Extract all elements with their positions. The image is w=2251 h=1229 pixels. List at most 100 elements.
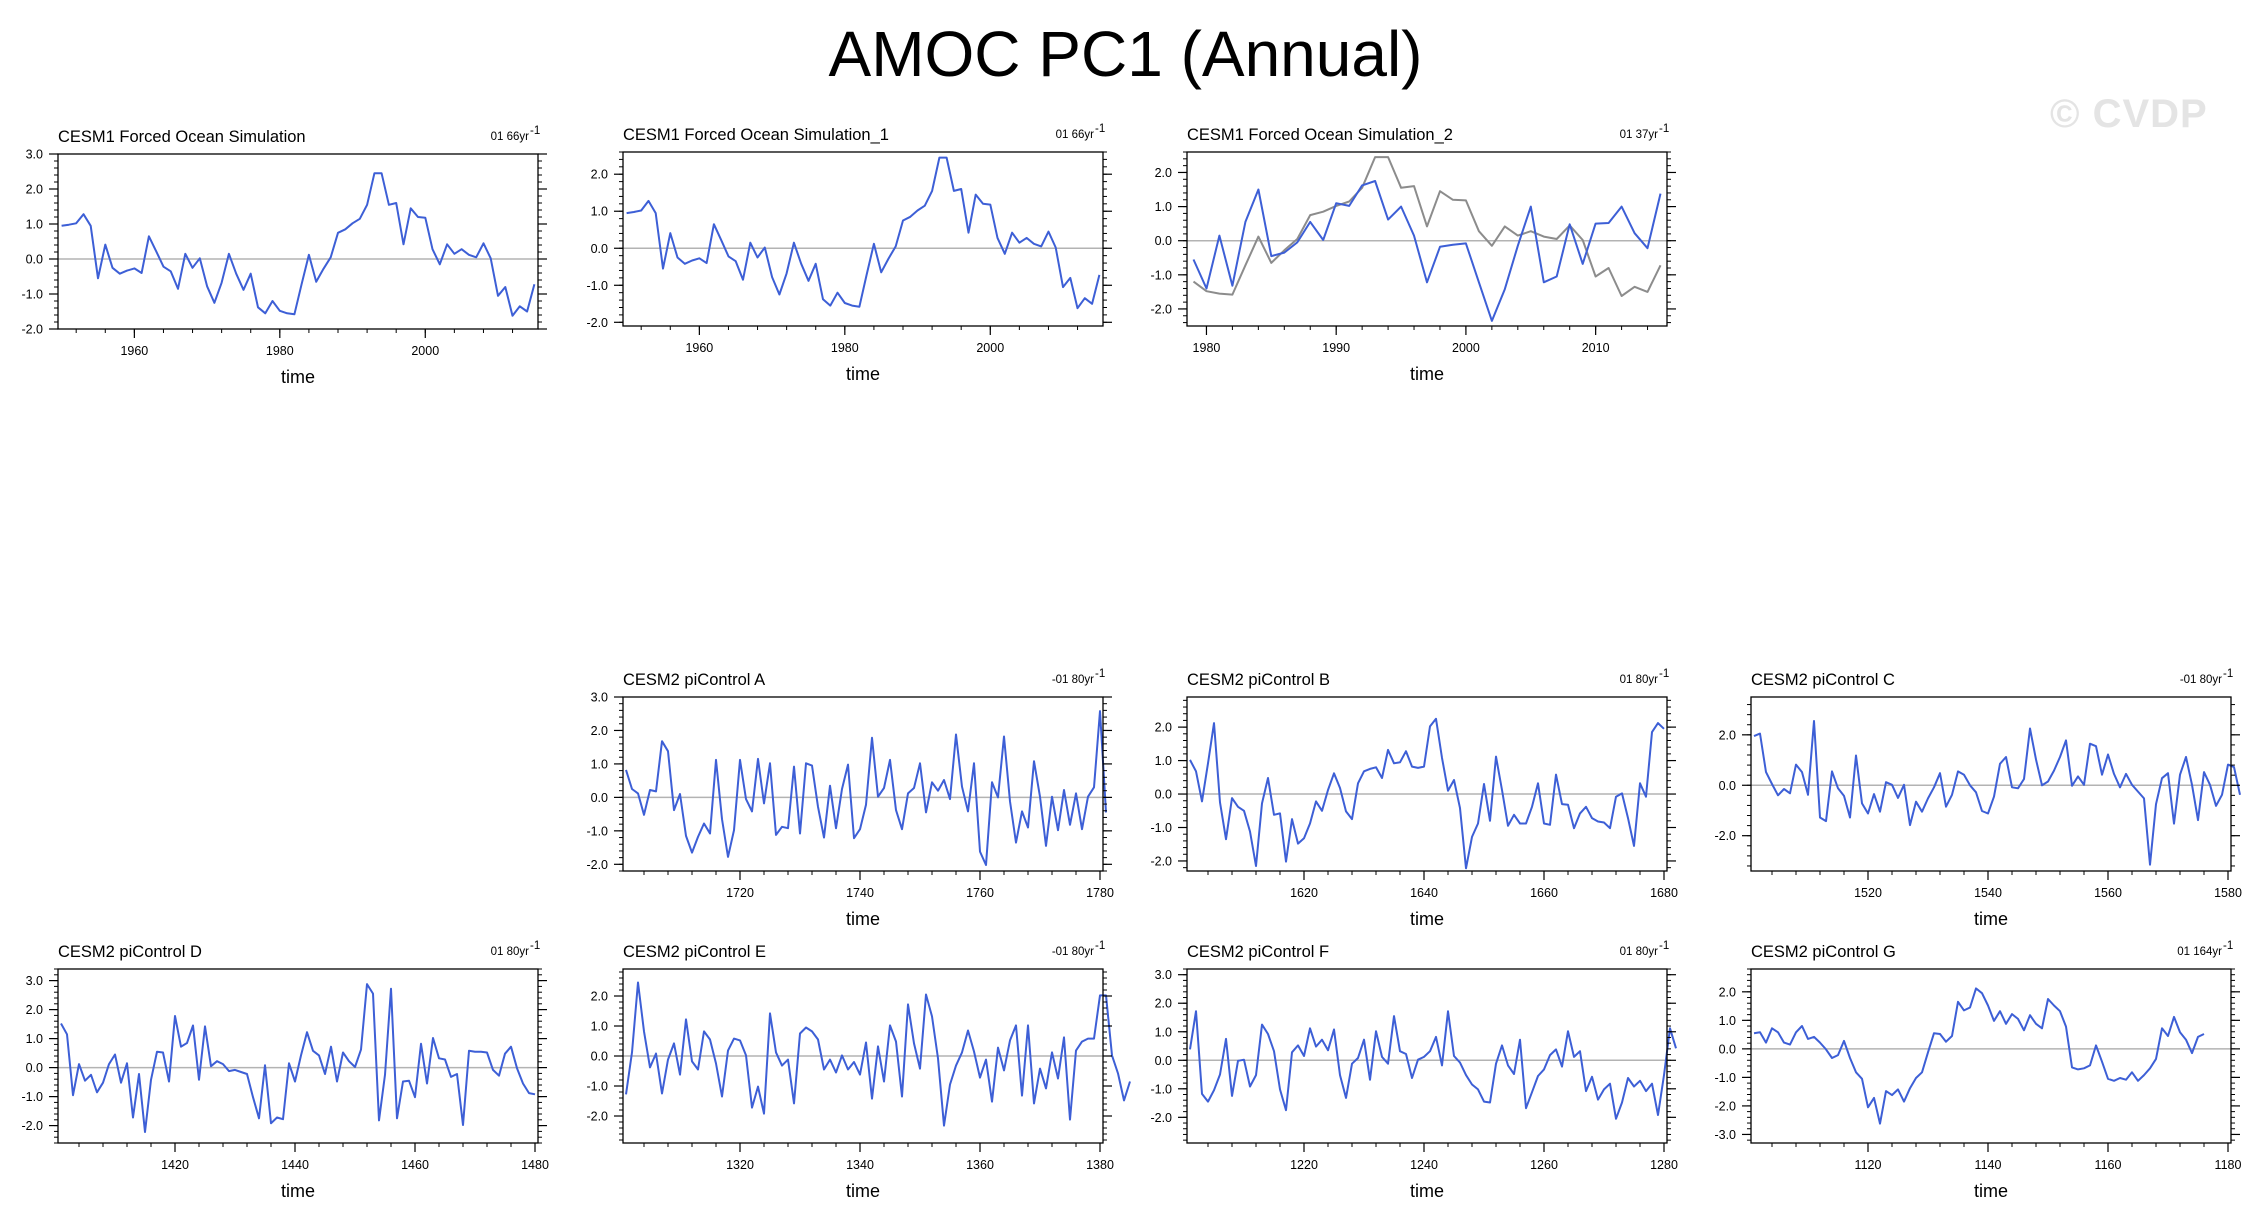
- x-tick-label: 1990: [1322, 341, 1350, 355]
- plot-frame: [1186, 151, 1668, 327]
- panel-title: CESM2 piControl F: [1187, 943, 1329, 961]
- x-tick-label: 1760: [966, 886, 994, 900]
- pc1-series-line: [625, 710, 1107, 866]
- pc1-series-line: [1753, 720, 2241, 866]
- y-tick-label: 0.0: [26, 253, 43, 267]
- panel-10: CESM2 piControl G 01 164yr -1 -3.0 -2.0 -1.0 0…: [1714, 940, 2241, 1201]
- panel-info-exponent: -1: [530, 940, 540, 952]
- panel-info-exponent: -1: [1659, 940, 1669, 952]
- y-tick-label: 0.0: [1155, 788, 1172, 802]
- y-tick-label: 2.0: [1719, 985, 1736, 999]
- x-tick-label: 1780: [1086, 886, 1114, 900]
- panel-info: -01 80yr: [1052, 946, 1094, 958]
- x-tick-label: 1140: [1975, 1158, 2002, 1172]
- y-tick-label: 2.0: [26, 183, 43, 197]
- y-tick-label: 0.0: [591, 242, 608, 256]
- y-tick-label: -2.0: [21, 323, 43, 337]
- y-tick-label: -2.0: [586, 316, 608, 330]
- y-tick-label: -2.0: [1150, 1111, 1172, 1125]
- y-tick-label: 3.0: [26, 974, 43, 988]
- x-tick-label: 1320: [726, 1158, 754, 1172]
- y-tick-label: -2.0: [1150, 854, 1172, 868]
- y-tick-label: 0.0: [1155, 234, 1172, 248]
- y-tick-label: 1.0: [1155, 754, 1172, 768]
- pc1-series-line: [60, 983, 536, 1133]
- y-tick-label: -2.0: [1150, 302, 1172, 316]
- plot-frame: [1750, 696, 2232, 872]
- panel-info: 01 37yr: [1620, 129, 1659, 141]
- x-tick-label: 1180: [2215, 1158, 2242, 1172]
- panel-title: CESM2 piControl E: [623, 943, 766, 961]
- page-title: AMOC PC1 (Annual): [828, 18, 1423, 90]
- y-tick-label: -1.0: [21, 1090, 43, 1104]
- x-tick-label: 1460: [401, 1158, 429, 1172]
- panel-9: CESM2 piControl F 01 80yr -1 -2.0 -1.0 0.0 1.0…: [1150, 940, 1677, 1201]
- pc1-series-line: [626, 156, 1101, 310]
- y-tick-label: 2.0: [591, 168, 608, 182]
- panel-title: CESM2 piControl C: [1751, 671, 1895, 689]
- x-axis-label: time: [1410, 364, 1444, 384]
- panel-6: CESM2 piControl C -01 80yr -1 -2.0 0.0 2.0 152…: [1714, 668, 2241, 929]
- pc1-series-line: [1189, 717, 1665, 870]
- pc1-series-line: [61, 172, 536, 317]
- panel-5: CESM2 piControl B 01 80yr -1 -2.0 -1.0 0.0 1.0…: [1150, 668, 1677, 929]
- y-tick-label: -1.0: [1150, 821, 1172, 835]
- y-tick-label: -1.0: [1150, 268, 1172, 282]
- panel-info-exponent: -1: [1659, 668, 1669, 680]
- y-tick-label: -1.0: [1714, 1071, 1736, 1085]
- panel-info-exponent: -1: [1095, 123, 1105, 135]
- x-axis-label: time: [1974, 909, 2008, 929]
- panel-info: -01 80yr: [2180, 674, 2222, 686]
- panel-title: CESM2 piControl D: [58, 943, 202, 961]
- x-tick-label: 1540: [1974, 886, 2002, 900]
- y-tick-label: 1.0: [1719, 1014, 1736, 1028]
- plot-frame: [1750, 968, 2232, 1144]
- x-tick-label: 1560: [2094, 886, 2122, 900]
- plot-frame: [622, 151, 1104, 327]
- x-tick-label: 1740: [846, 886, 874, 900]
- y-tick-label: 0.0: [591, 791, 608, 805]
- panel-title: CESM1 Forced Ocean Simulation: [58, 128, 306, 146]
- x-tick-label: 1240: [1410, 1158, 1438, 1172]
- panel-info-exponent: -1: [2223, 940, 2233, 952]
- pc1-series-line: [1189, 1010, 1677, 1120]
- y-tick-label: -3.0: [1714, 1128, 1736, 1142]
- x-tick-label: 1120: [1855, 1158, 1882, 1172]
- panel-2: CESM1 Forced Ocean Simulation_1 01 66yr -1…: [586, 123, 1112, 384]
- y-tick-label: 0.0: [1155, 1054, 1172, 1068]
- panel-1: CESM1 Forced Ocean Simulation 01 66yr -1 -2…: [21, 125, 547, 387]
- y-tick-label: 1.0: [591, 1020, 608, 1034]
- panel-8: CESM2 piControl E -01 80yr -1 -2.0 -1.0 0.0 1.…: [586, 940, 1131, 1201]
- panel-info: 01 80yr: [1620, 946, 1659, 958]
- y-tick-label: -2.0: [1714, 829, 1736, 843]
- plot-frame: [57, 153, 539, 330]
- y-tick-label: 3.0: [1155, 968, 1172, 982]
- panel-info: 01 80yr: [491, 946, 530, 958]
- y-tick-label: 3.0: [26, 148, 43, 162]
- y-tick-label: 2.0: [1155, 166, 1172, 180]
- x-tick-label: 1440: [281, 1158, 309, 1172]
- x-tick-label: 1980: [831, 341, 859, 355]
- x-tick-label: 1980: [1193, 341, 1221, 355]
- x-tick-label: 1480: [521, 1158, 549, 1172]
- y-tick-label: -1.0: [586, 824, 608, 838]
- y-tick-label: 0.0: [1719, 1042, 1736, 1056]
- x-tick-label: 1340: [846, 1158, 874, 1172]
- y-tick-label: 1.0: [26, 1032, 43, 1046]
- x-tick-label: 2010: [1582, 341, 1610, 355]
- pc1-series-line: [625, 981, 1131, 1127]
- y-tick-label: 2.0: [1155, 997, 1172, 1011]
- y-tick-label: 1.0: [591, 205, 608, 219]
- panel-info-exponent: -1: [2223, 668, 2233, 680]
- y-tick-label: 1.0: [26, 218, 43, 232]
- panel-title: CESM2 piControl B: [1187, 671, 1330, 689]
- x-tick-label: 1160: [2095, 1158, 2122, 1172]
- x-tick-label: 2000: [411, 344, 439, 358]
- y-tick-label: -2.0: [586, 1110, 608, 1124]
- watermark: © CVDP: [2050, 92, 2208, 136]
- plot-frame: [1186, 696, 1668, 872]
- panel-7: CESM2 piControl D 01 80yr -1 -2.0 -1.0 0.0 1.0…: [21, 940, 548, 1201]
- x-axis-label: time: [1410, 1181, 1444, 1201]
- y-tick-label: 2.0: [591, 990, 608, 1004]
